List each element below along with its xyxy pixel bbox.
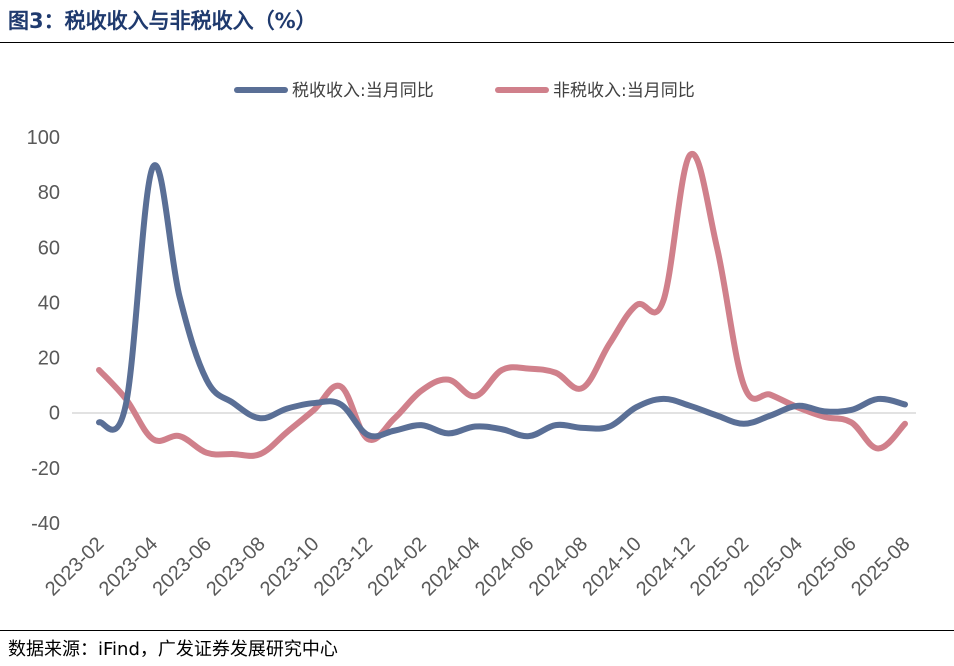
legend-label-tax: 税收收入:当月同比 [292, 81, 434, 101]
y-tick-label: 80 [38, 182, 60, 204]
line-chart: 税收收入:当月同比 非税收入:当月同比 100 80 60 40 20 0 -20 -40 2… [27, 81, 916, 600]
x-tick-label: 2023-10 [256, 533, 323, 600]
top-divider [0, 42, 954, 43]
bottom-divider [0, 630, 954, 631]
figure-title: 图3：税收收入与非税收入（%） [8, 9, 317, 33]
y-tick-label: 100 [27, 127, 60, 149]
y-tick-label: 60 [38, 237, 60, 259]
x-tick-label: 2024-12 [632, 533, 699, 600]
x-axis: 2023-022023-042023-062023-082023-102023-… [41, 533, 914, 600]
x-tick-label: 2024-06 [471, 533, 538, 600]
y-tick-label: 40 [38, 292, 60, 314]
series-line-nontax-revenue [96, 150, 908, 459]
x-tick-label: 2024-04 [417, 533, 484, 600]
x-tick-label: 2025-06 [793, 533, 860, 600]
x-tick-label: 2025-04 [740, 533, 807, 600]
x-tick-label: 2023-02 [41, 533, 108, 600]
y-tick-label: -20 [31, 458, 60, 480]
series-line-tax-revenue [96, 162, 908, 440]
x-tick-label: 2023-08 [202, 533, 269, 600]
y-axis: 100 80 60 40 20 0 -20 -40 [27, 127, 60, 535]
x-tick-label: 2024-10 [578, 533, 645, 600]
y-tick-label: -40 [31, 513, 60, 535]
legend: 税收收入:当月同比 非税收入:当月同比 [234, 81, 695, 101]
x-tick-label: 2025-02 [686, 533, 753, 600]
y-tick-label: 0 [49, 403, 60, 425]
y-tick-label: 20 [38, 348, 60, 370]
x-tick-label: 2025-08 [847, 533, 914, 600]
x-tick-label: 2023-06 [149, 533, 216, 600]
x-tick-label: 2023-04 [95, 533, 162, 600]
legend-label-nontax: 非税收入:当月同比 [553, 81, 695, 101]
x-tick-label: 2024-08 [525, 533, 592, 600]
series-layer [96, 150, 908, 459]
x-tick-label: 2023-12 [310, 533, 377, 600]
x-tick-label: 2024-02 [363, 533, 430, 600]
source-note: 数据来源：iFind，广发证券发展研究中心 [8, 639, 338, 660]
